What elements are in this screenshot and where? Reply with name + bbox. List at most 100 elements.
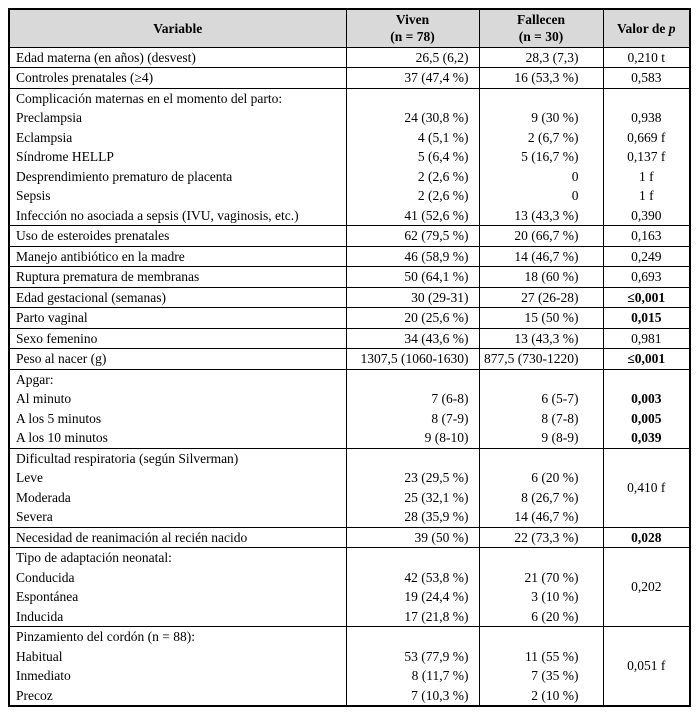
viven-value: 5 (6,4 %) [417, 149, 469, 164]
fallecen-cell: 21 (70 %) 3 (10 %) 6 (20 %) [478, 547, 604, 627]
viven-cell: 30 (29-31) [345, 286, 480, 308]
p-value-cell: 0,693 [602, 266, 691, 288]
group-label: Pinzamiento del cordón (n = 88): [16, 629, 195, 644]
variable-label: Síndrome HELLP [16, 149, 114, 164]
viven-value: 46 (58,9 %) [404, 248, 469, 264]
fallecen-value: 2 (10 %) [531, 687, 579, 703]
fallecen-value: 0 [571, 188, 579, 203]
fallecen-value: 16 (53,3 %) [514, 70, 579, 85]
variable-cell: Dificultad respiratoria (según Silverman… [8, 447, 347, 528]
p-value: 0,039 [631, 430, 662, 445]
p-value: 0,163 [631, 228, 662, 243]
viven-header-label: Viven [395, 12, 430, 28]
group-label: Complicación maternas en el momento del … [16, 90, 283, 106]
variable-label: Severa [16, 509, 53, 524]
p-value: 0,005 [631, 410, 662, 426]
fallecen-value: 9 (8-9) [541, 430, 579, 445]
viven-value: 7 (10,3 %) [411, 687, 469, 703]
variable-label: Conducida [16, 569, 75, 585]
p-value-cell: 0,981 [602, 327, 691, 349]
fallecen-value: 3 (10 %) [531, 589, 579, 604]
fallecen-cell: 9 (30 %) 2 (6,7 %) 5 (16,7 %) 0 0 13 (43,3 %) [478, 87, 604, 226]
viven-value: 34 (43,6 %) [404, 330, 469, 346]
fallecen-value: 7 (35 %) [531, 668, 579, 683]
viven-value: 50 (64,1 %) [404, 269, 469, 284]
p-value-cell: 0,015 [602, 307, 691, 329]
fallecen-cell: 16 (53,3 %) [478, 67, 604, 89]
table-header: Variable Viven (n = 78) Fallecen (n = 30… [8, 8, 691, 48]
header-row: Variable Viven (n = 78) Fallecen (n = 30… [8, 8, 691, 48]
viven-value: 39 (50 %) [414, 529, 469, 545]
blank-line [480, 370, 603, 390]
variable-label: Habitual [16, 648, 63, 664]
p-value: 0,015 [631, 310, 662, 325]
p-value: 0,938 [631, 110, 662, 125]
col-header-viven: Viven (n = 78) [345, 8, 480, 48]
fallecen-value: 13 (43,3 %) [514, 330, 579, 346]
col-header-p-value: Valor de p [602, 8, 691, 48]
variable-label: A los 5 minutos [16, 410, 102, 426]
fallecen-cell: 28,3 (7,3) [478, 46, 604, 68]
table-row: Parto vaginal 20 (25,6 %) 15 (50 %) 0,015 [8, 307, 691, 329]
viven-value: 42 (53,8 %) [404, 569, 469, 585]
fallecen-cell: 11 (55 %) 7 (35 %) 2 (10 %) [478, 626, 604, 707]
viven-cell: 23 (29,5 %) 25 (32,1 %) 28 (35,9 %) [345, 447, 480, 528]
variable-label: Precoz [16, 687, 53, 703]
fallecen-cell: 18 (60 %) [478, 266, 604, 288]
table-row-group: Tipo de adaptación neonatal: Conducida Esp… [8, 547, 691, 627]
variable-cell: Edad gestacional (semanas) [8, 286, 347, 308]
viven-cell: 26,5 (6,2) [345, 46, 480, 68]
variable-label: A los 10 minutos [16, 430, 108, 445]
variable-label: Manejo antibiótico en la madre [16, 248, 185, 264]
variable-label: Edad gestacional (semanas) [16, 289, 166, 305]
viven-cell: 62 (79,5 %) [345, 225, 480, 247]
p-value-cell: 0,028 [602, 526, 691, 548]
p-value: 0,210 t [627, 49, 665, 65]
p-value-cell: 0,938 0,669 f 0,137 f 1 f 1 f 0,390 [602, 87, 691, 226]
variable-cell: Pinzamiento del cordón (n = 88): Habitual… [8, 626, 347, 707]
p-value: 0,583 [631, 70, 662, 85]
blank-line [480, 627, 603, 647]
fallecen-value: 20 (66,7 %) [514, 228, 579, 243]
variable-label: Peso al nacer (g) [16, 351, 107, 366]
p-value-cell: 0,003 0,005 0,039 [602, 368, 691, 449]
fallecen-value: 5 (16,7 %) [521, 149, 579, 164]
variable-label: Sexo femenino [16, 330, 98, 346]
table-row-group: Apgar: Al minuto A los 5 minutos A los 10 m… [8, 368, 691, 449]
blank-line [604, 89, 690, 109]
p-value-cell: 0,210 t [602, 46, 691, 68]
blank-line [480, 548, 603, 568]
table-row: Ruptura prematura de membranas 50 (64,1 %… [8, 266, 691, 288]
fallecen-cell: 15 (50 %) [478, 307, 604, 329]
fallecen-cell: 6 (20 %) 8 (26,7 %) 14 (46,7 %) [478, 447, 604, 528]
viven-value: 19 (24,4 %) [404, 589, 469, 604]
variable-header-label: Variable [153, 20, 203, 36]
table-body: Edad materna (en años) (desvest) 26,5 (6,… [8, 46, 691, 707]
group-label: Apgar: [16, 371, 54, 387]
viven-header-n: (n = 78) [390, 29, 435, 45]
viven-value: 4 (5,1 %) [417, 129, 469, 145]
p-value-cell: 0,583 [602, 67, 691, 89]
fallecen-cell: 27 (26-28) [478, 286, 604, 308]
fallecen-cell: 6 (5-7) 8 (7-8) 9 (8-9) [478, 368, 604, 449]
p-value: 0,981 [631, 330, 662, 346]
group-label: Dificultad respiratoria (según Silverman… [16, 450, 239, 466]
viven-value: 8 (11,7 %) [411, 668, 469, 683]
p-value-cell: 0,163 [602, 225, 691, 247]
p-value: 0,410 f [627, 479, 666, 495]
fallecen-value: 13 (43,3 %) [514, 207, 579, 223]
fallecen-header-n: (n = 30) [518, 29, 564, 45]
variable-label: Espontánea [16, 589, 79, 604]
fallecen-value: 0 [571, 168, 579, 184]
variable-label: Preclampsia [16, 110, 82, 125]
variable-label: Eclampsia [16, 129, 73, 145]
p-value: 0,693 [631, 269, 662, 284]
blank-line [347, 89, 479, 109]
blank-line [347, 370, 479, 390]
viven-cell: 24 (30,8 %) 4 (5,1 %) 5 (6,4 %) 2 (2,6 %) 2 … [345, 87, 480, 226]
p-header-symbol: p [668, 20, 676, 36]
viven-value: 25 (32,1 %) [404, 489, 469, 505]
fallecen-value: 6 (20 %) [531, 608, 579, 624]
variable-label: Moderada [16, 489, 71, 505]
viven-value: 17 (21,8 %) [404, 608, 469, 624]
